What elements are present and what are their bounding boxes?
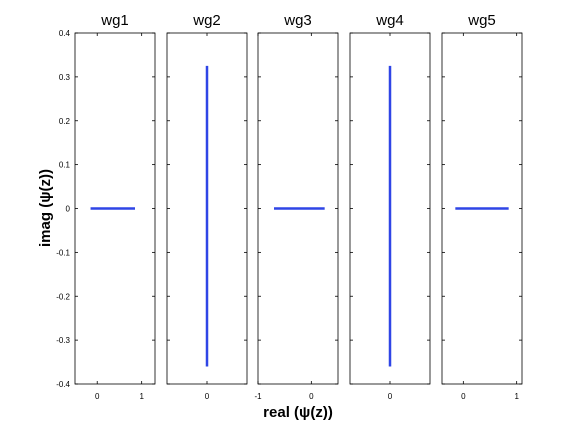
x-tick-label: 1	[139, 392, 144, 401]
y-tick-labels: 0.4 0.3 0.2 0.1 0 -0.1 -0.2 -0.3 -0.4	[56, 29, 70, 389]
subplot-wg3: -1 0 wg3	[254, 12, 339, 401]
y-axis-label: imag (ψ(z))	[37, 169, 54, 247]
y-tick-label: 0	[66, 205, 71, 214]
x-tick-label: 0	[461, 392, 466, 401]
x-tick-label: 0	[388, 392, 393, 401]
x-tick-label: 0	[309, 392, 314, 401]
panel-title: wg3	[283, 12, 312, 29]
x-axis-label: real (ψ(z))	[263, 404, 333, 421]
panel-title: wg2	[192, 12, 221, 29]
subplot-wg1: 0 1 wg1	[74, 12, 156, 401]
x-tick-label: 0	[95, 392, 100, 401]
y-tick-label: 0.1	[59, 161, 71, 170]
subplot-wg5: 0 1 wg5	[441, 12, 523, 401]
subplot-panels: 0 1 wg1 0 wg2 -1 0 wg3 0 wg4 0 1 wg5	[74, 12, 523, 401]
panel-title: wg1	[100, 12, 129, 29]
y-tick-label: 0.4	[59, 29, 71, 38]
x-tick-label: -1	[254, 392, 262, 401]
y-tick-label: -0.2	[56, 292, 70, 301]
subplot-wg4: 0 wg4	[349, 12, 431, 401]
y-tick-label: -0.4	[56, 380, 70, 389]
panel-title: wg4	[375, 12, 404, 29]
subplot-wg2: 0 wg2	[166, 12, 248, 401]
x-tick-label: 0	[205, 392, 210, 401]
y-tick-label: 0.3	[59, 73, 71, 82]
y-tick-label: 0.2	[59, 117, 71, 126]
y-tick-label: -0.3	[56, 336, 70, 345]
x-tick-label: 1	[514, 392, 519, 401]
y-tick-label: -0.1	[56, 248, 70, 257]
panel-title: wg5	[467, 12, 496, 29]
